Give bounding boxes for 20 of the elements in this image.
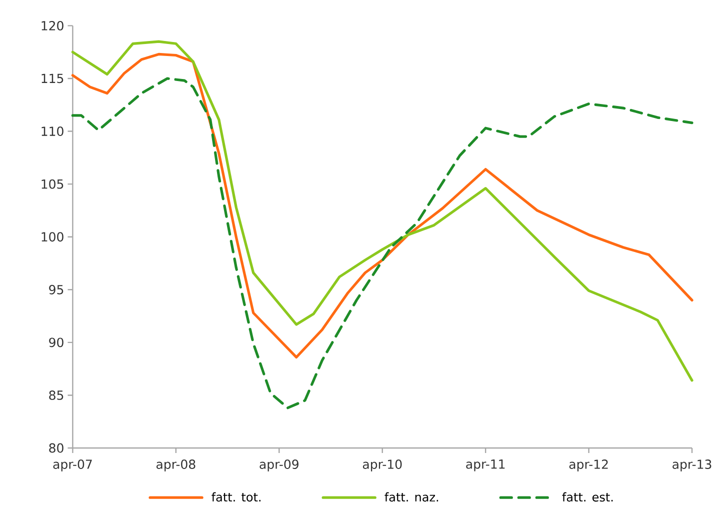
y-tick-label: 110 [42, 126, 64, 136]
y-tick-label: 80 [49, 443, 64, 453]
y-tick-label: 100 [42, 232, 64, 242]
x-tick-label: apr-08 [156, 460, 196, 472]
x-tick-label: apr-11 [466, 460, 505, 472]
legend-label: fatt. naz. [384, 492, 438, 502]
legend-label: fatt. tot. [212, 492, 260, 502]
y-tick-label: 85 [49, 390, 64, 400]
line-series [71, 77, 694, 410]
x-tick-label: apr-12 [569, 460, 608, 472]
x-tick-label: apr-09 [260, 460, 298, 472]
x-tick-label: apr-13 [672, 460, 712, 472]
y-tick-label: 90 [49, 338, 64, 348]
y-tick-label: 95 [49, 284, 64, 294]
x-tick-label: apr-07 [53, 460, 92, 472]
y-tick-label: 115 [42, 74, 64, 84]
y-tick-label: 105 [42, 179, 64, 189]
y-tick-label: 120 [42, 20, 64, 30]
legend-label: fatt. est. [562, 492, 613, 502]
x-tick-label: apr-10 [362, 460, 402, 472]
